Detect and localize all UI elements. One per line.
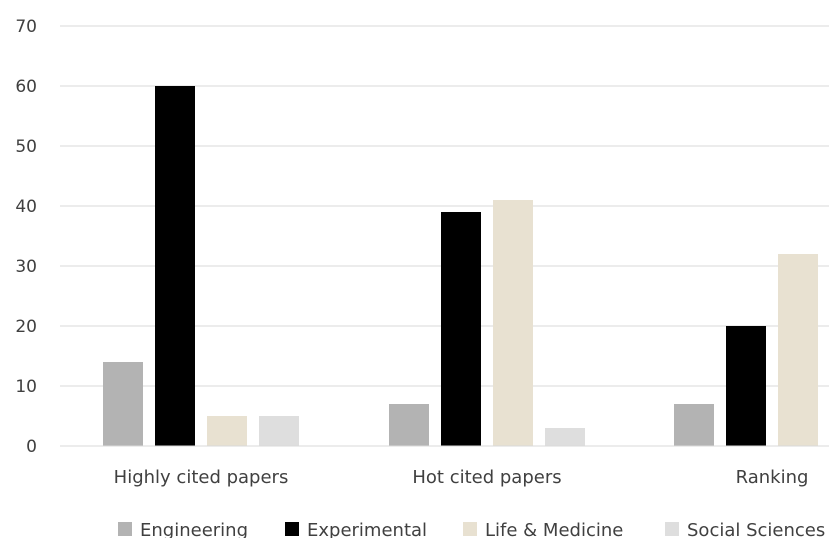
legend-swatch-social-sciences	[665, 522, 679, 536]
y-tick-label-40: 40	[15, 197, 37, 217]
y-tick-label-20: 20	[15, 317, 37, 337]
y-tick-label-0: 0	[26, 437, 37, 457]
x-axis-categories: Highly cited papers Hot cited papers Ranki…	[114, 467, 809, 488]
legend-label-engineering: Engineering	[140, 520, 248, 538]
bar-engineering-1	[389, 404, 429, 446]
y-tick-label-50: 50	[15, 137, 37, 157]
y-tick-label-70: 70	[15, 17, 37, 37]
legend-label-experimental: Experimental	[307, 520, 427, 538]
legend-label-social-sciences: Social Sciences	[687, 520, 825, 538]
category-label-1: Hot cited papers	[412, 467, 561, 488]
bar-engineering-0	[103, 362, 143, 446]
bar-life-medicine-1	[493, 200, 533, 446]
legend-swatch-experimental	[285, 522, 299, 536]
bar-life-medicine-0	[207, 416, 247, 446]
bar-social-sciences-0	[259, 416, 299, 446]
bar-life-medicine-2	[778, 254, 818, 446]
y-tick-label-60: 60	[15, 77, 37, 97]
bar-social-sciences-1	[545, 428, 585, 446]
bar-experimental-2	[726, 326, 766, 446]
legend-swatch-engineering	[118, 522, 132, 536]
legend-label-life-medicine: Life & Medicine	[485, 520, 623, 538]
bar-experimental-0	[155, 86, 195, 446]
bars	[103, 86, 818, 446]
bar-engineering-2	[674, 404, 714, 446]
legend: Engineering Experimental Life & Medicine So…	[118, 520, 825, 538]
category-label-2: Ranking	[736, 467, 809, 488]
legend-swatch-life-medicine	[463, 522, 477, 536]
y-axis-ticks: 0 10 20 30 40 50 60 70	[15, 17, 37, 457]
bar-experimental-1	[441, 212, 481, 446]
y-tick-label-10: 10	[15, 377, 37, 397]
category-label-0: Highly cited papers	[114, 467, 289, 488]
y-tick-label-30: 30	[15, 257, 37, 277]
